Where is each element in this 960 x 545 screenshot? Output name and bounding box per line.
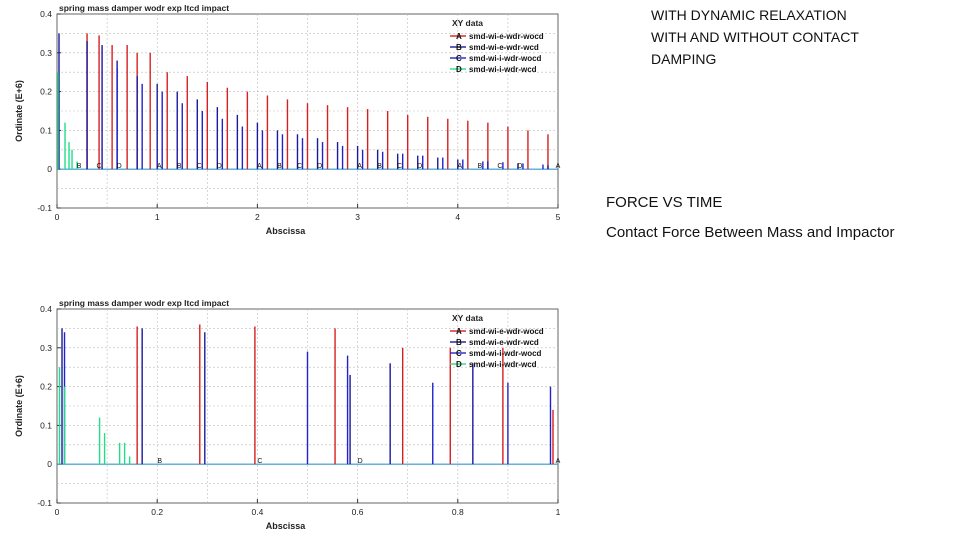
chart-title: spring mass damper wodr exp ltcd impact bbox=[59, 3, 229, 13]
x-axis-label: Abscissa bbox=[266, 226, 307, 236]
x-tick-label: 0.4 bbox=[251, 507, 263, 517]
legend-title: XY data bbox=[452, 313, 483, 323]
series-marker-label: D bbox=[517, 163, 522, 170]
series-marker-label: D bbox=[317, 163, 322, 170]
x-tick-label: 5 bbox=[556, 212, 561, 222]
x-tick-label: 4 bbox=[455, 212, 460, 222]
series-marker-label: D bbox=[117, 163, 122, 170]
y-tick-label: 0.1 bbox=[40, 420, 52, 430]
legend-label: smd-wi-e-wdr-wcd bbox=[469, 338, 539, 347]
series-marker-label: C bbox=[197, 163, 202, 170]
series-marker-label: C bbox=[497, 163, 502, 170]
y-axis-label: Ordinate (E+6) bbox=[14, 80, 24, 142]
series-marker-label: A bbox=[157, 163, 162, 170]
legend-label: smd-wi-e-wdr-wocd bbox=[469, 327, 544, 336]
x-tick-label: 0.8 bbox=[452, 507, 464, 517]
series-marker-label: A bbox=[357, 163, 362, 170]
y-tick-label: -0.1 bbox=[37, 203, 52, 213]
legend-key: D bbox=[456, 65, 462, 74]
x-tick-label: 0.6 bbox=[352, 507, 364, 517]
y-tick-label: 0.1 bbox=[40, 125, 52, 135]
x-tick-label: 1 bbox=[155, 212, 160, 222]
series-marker-label: B bbox=[77, 163, 82, 170]
legend-key: A bbox=[456, 327, 462, 336]
x-axis-label: Abscissa bbox=[266, 521, 307, 531]
y-tick-label: 0.4 bbox=[40, 9, 52, 19]
x-tick-label: 0.2 bbox=[151, 507, 163, 517]
chart-title: spring mass damper wodr exp ltcd impact bbox=[59, 298, 229, 308]
y-tick-label: 0.3 bbox=[40, 343, 52, 353]
note-line: Contact Force Between Mass and Impactor bbox=[606, 224, 895, 241]
legend-label: smd-wi-i-wdr-wocd bbox=[469, 54, 542, 63]
series-marker-label: B bbox=[377, 163, 382, 170]
series-marker-label: D bbox=[417, 163, 422, 170]
x-tick-label: 1 bbox=[556, 507, 561, 517]
x-tick-label: 3 bbox=[355, 212, 360, 222]
y-tick-label: 0.4 bbox=[40, 304, 52, 314]
series-marker-label: C bbox=[297, 163, 302, 170]
note-line: DAMPING bbox=[651, 51, 717, 67]
note-line: WITH AND WITHOUT CONTACT bbox=[651, 29, 859, 45]
series-marker-label: B bbox=[277, 163, 282, 170]
y-axis-label: Ordinate (E+6) bbox=[14, 375, 24, 437]
legend-key: D bbox=[456, 360, 462, 369]
series-marker-label: A bbox=[457, 163, 462, 170]
y-tick-label: 0 bbox=[47, 164, 52, 174]
x-tick-label: 2 bbox=[255, 212, 260, 222]
legend-key: B bbox=[456, 43, 462, 52]
chart-top: 0 1 2 3 4 5-0.100.10.20.30.4B C D A B C D A B C D A B C D A B… bbox=[14, 3, 561, 236]
y-tick-label: -0.1 bbox=[37, 498, 52, 508]
annotation-force-vs-time: FORCE VS TIME Contact Force Between Mass… bbox=[606, 188, 894, 248]
y-tick-label: 0.2 bbox=[40, 382, 52, 392]
legend-label: smd-wi-i-wdr-wocd bbox=[469, 349, 542, 358]
series-marker-label: A bbox=[257, 163, 262, 170]
legend-key: A bbox=[456, 32, 462, 41]
series-marker-label: D bbox=[358, 458, 363, 465]
annotation-dynamic-relaxation: WITH DYNAMIC RELAXATION WITH AND WITHOUT… bbox=[651, 4, 859, 70]
legend-title: XY data bbox=[452, 18, 483, 28]
legend-label: smd-wi-e-wdr-wcd bbox=[469, 43, 539, 52]
series-marker-label: B bbox=[177, 163, 182, 170]
x-tick-label: 0 bbox=[55, 212, 60, 222]
series-marker-label: C bbox=[397, 163, 402, 170]
series-marker-label: A bbox=[556, 458, 561, 465]
legend-key: C bbox=[456, 349, 462, 358]
y-tick-label: 0.3 bbox=[40, 48, 52, 58]
legend-label: smd-wi-i-wdr-wcd bbox=[469, 360, 537, 369]
y-tick-label: 0 bbox=[47, 459, 52, 469]
note-line: WITH DYNAMIC RELAXATION bbox=[651, 7, 847, 23]
legend-label: smd-wi-e-wdr-wocd bbox=[469, 32, 544, 41]
legend-label: smd-wi-i-wdr-wcd bbox=[469, 65, 537, 74]
series-marker-label: B bbox=[478, 163, 483, 170]
series-marker-label: A bbox=[556, 163, 561, 170]
series-marker-label: C bbox=[257, 458, 262, 465]
chart-bottom: 0 0.2 0.4 0.6 0.8 1-0.100.10.20.30.4B C D Asprin… bbox=[14, 298, 561, 531]
series-marker-label: B bbox=[157, 458, 162, 465]
legend-key: B bbox=[456, 338, 462, 347]
legend-key: C bbox=[456, 54, 462, 63]
y-tick-label: 0.2 bbox=[40, 87, 52, 97]
series-marker-label: C bbox=[97, 163, 102, 170]
x-tick-label: 0 bbox=[55, 507, 60, 517]
note-line: FORCE VS TIME bbox=[606, 194, 723, 211]
series-marker-label: D bbox=[217, 163, 222, 170]
